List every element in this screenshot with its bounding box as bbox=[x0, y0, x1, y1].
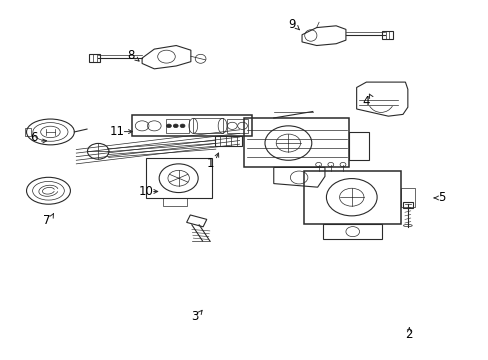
Bar bbox=[304, 171, 400, 224]
Text: 5: 5 bbox=[437, 192, 445, 204]
Text: 1: 1 bbox=[206, 157, 214, 170]
Bar bbox=[400, 188, 414, 207]
Circle shape bbox=[173, 124, 178, 128]
Bar bbox=[193, 118, 222, 134]
Bar bbox=[165, 119, 188, 133]
Text: 9: 9 bbox=[288, 18, 295, 31]
Text: 7: 7 bbox=[43, 214, 51, 227]
Bar bbox=[25, 129, 31, 135]
Bar bbox=[186, 215, 206, 227]
Bar bbox=[402, 202, 412, 208]
Bar bbox=[132, 116, 251, 136]
Circle shape bbox=[180, 124, 184, 128]
Text: 2: 2 bbox=[405, 328, 412, 341]
Circle shape bbox=[166, 124, 171, 128]
Bar bbox=[323, 224, 381, 239]
Bar bbox=[348, 132, 368, 160]
Bar bbox=[244, 118, 348, 167]
Bar bbox=[227, 119, 247, 133]
Text: 8: 8 bbox=[127, 49, 135, 62]
Bar bbox=[145, 158, 211, 198]
Text: 3: 3 bbox=[191, 310, 198, 324]
Text: 11: 11 bbox=[109, 125, 124, 138]
Text: 10: 10 bbox=[138, 185, 153, 198]
Bar bbox=[163, 198, 187, 206]
Text: 6: 6 bbox=[30, 131, 38, 144]
Bar bbox=[89, 54, 100, 62]
Bar bbox=[215, 136, 242, 146]
Bar bbox=[382, 31, 392, 39]
Text: 4: 4 bbox=[362, 95, 369, 108]
